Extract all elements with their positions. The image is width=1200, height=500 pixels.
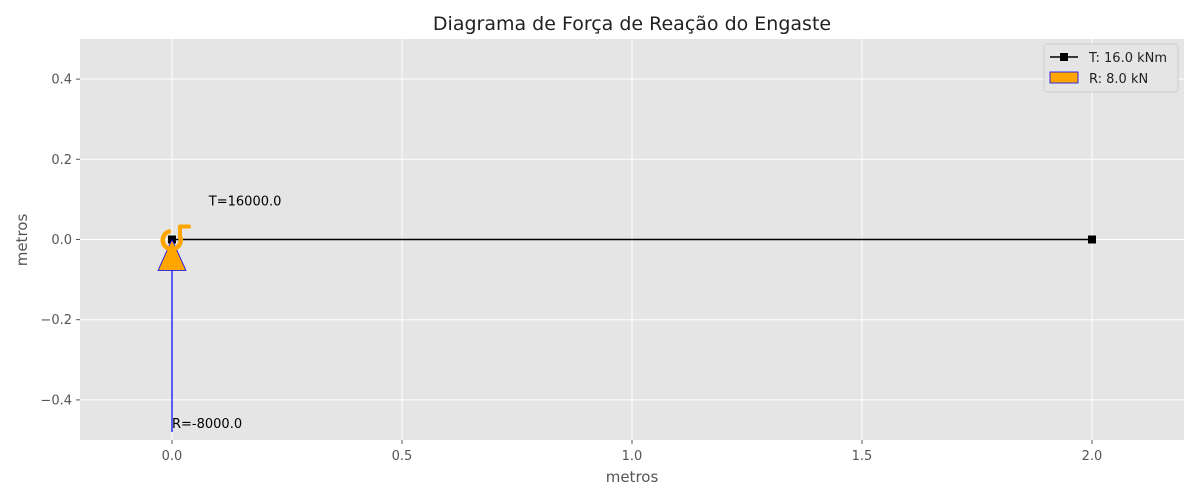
legend-label-t: T: 16.0 kNm <box>1088 51 1167 66</box>
x-ticks: 0.0 0.5 1.0 1.5 2.0 <box>162 440 1103 464</box>
annotation-label: R=-8000.0 <box>172 417 242 432</box>
legend: T: 16.0 kNm R: 8.0 kN <box>1043 43 1179 93</box>
moment-symbol <box>160 229 183 252</box>
moment-symbol-head <box>178 224 191 240</box>
y-axis-title: metros <box>13 214 31 267</box>
y-tick-label: −0.2 <box>40 313 72 328</box>
x-tick-label: 0.5 <box>392 449 413 464</box>
annotation-label: T=16000.0 <box>208 194 282 209</box>
chart-title: Diagrama de Força de Reação do Engaste <box>433 13 831 35</box>
y-tick-label: 0.4 <box>51 73 72 88</box>
x-tick-label: 2.0 <box>1082 449 1103 464</box>
y-tick-label: 0.0 <box>51 233 72 248</box>
legend-patch-r <box>1049 71 1079 84</box>
y-tick-label: 0.2 <box>51 153 72 168</box>
x-tick-label: 1.5 <box>852 449 873 464</box>
marks <box>157 224 1096 432</box>
reaction-arrow-head <box>157 238 187 271</box>
beam-end-marker <box>1088 235 1096 244</box>
x-axis-title: metros <box>606 468 659 486</box>
legend-label-r: R: 8.0 kN <box>1089 72 1148 87</box>
legend-square-marker <box>1060 53 1068 61</box>
y-tick-label: −0.4 <box>40 393 72 408</box>
x-tick-label: 0.0 <box>162 449 183 464</box>
x-tick-label: 1.0 <box>622 449 643 464</box>
y-ticks: 0.4 0.2 0.0 −0.2 −0.4 <box>40 73 80 408</box>
annotations: T=16000.0 R=-8000.0 <box>172 194 281 432</box>
